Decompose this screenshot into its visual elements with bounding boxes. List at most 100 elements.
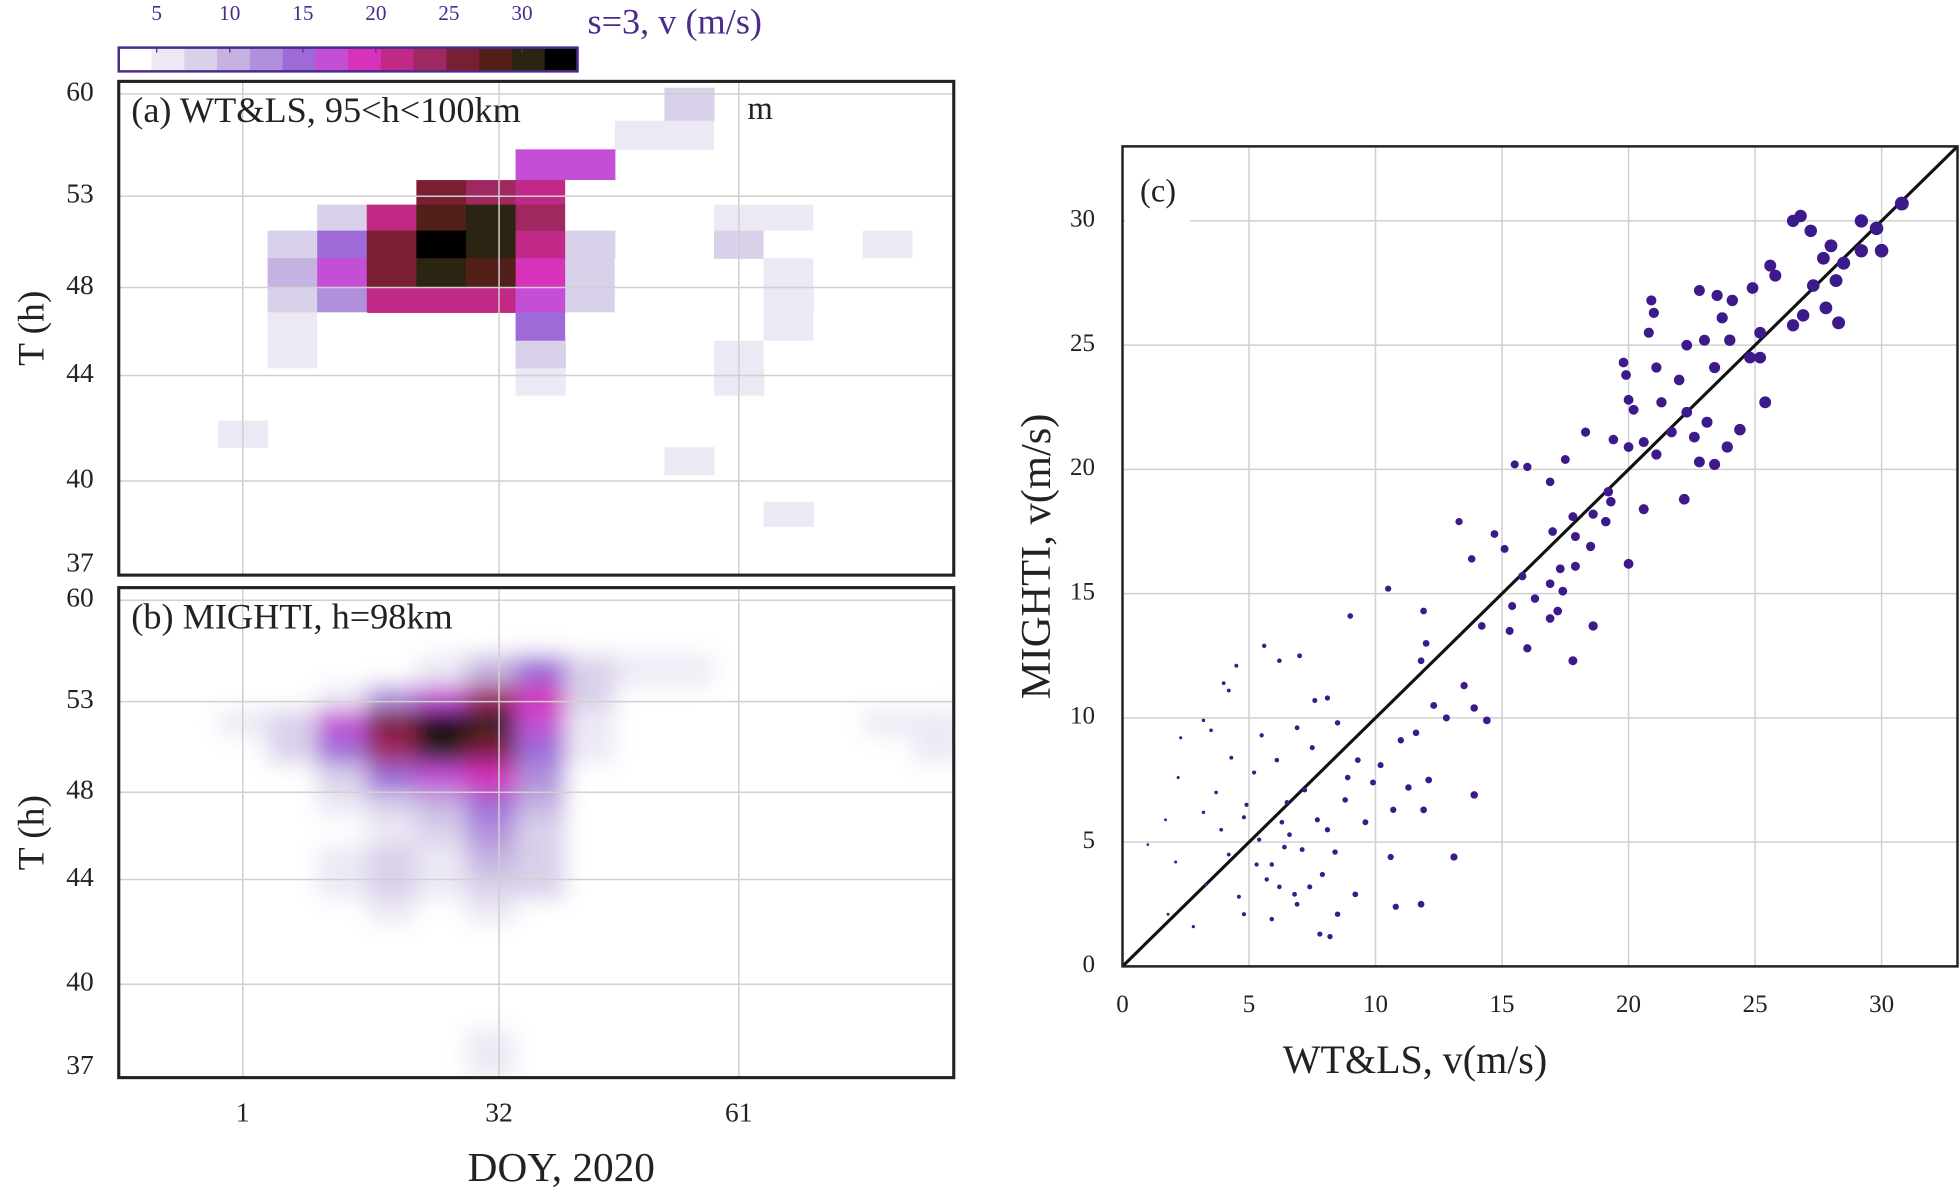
point bbox=[1724, 334, 1736, 346]
point bbox=[1430, 702, 1438, 709]
heat-cell bbox=[416, 763, 467, 793]
heat-cell bbox=[515, 204, 566, 232]
point bbox=[1588, 621, 1598, 631]
heat-cell bbox=[664, 120, 715, 150]
heat-cell bbox=[366, 1004, 417, 1030]
heatmap-cells bbox=[168, 626, 954, 1078]
heat-cell bbox=[416, 978, 467, 1006]
heat-cell bbox=[465, 844, 517, 874]
heat-cell bbox=[317, 204, 368, 232]
heat-cell bbox=[366, 204, 417, 232]
heat-cell bbox=[515, 978, 566, 1006]
point bbox=[1523, 462, 1532, 472]
point bbox=[1698, 334, 1710, 346]
point bbox=[1601, 516, 1611, 527]
point bbox=[1568, 512, 1578, 522]
colorbar-tick-label: 10 bbox=[219, 1, 240, 25]
point bbox=[1500, 544, 1509, 553]
point bbox=[1806, 279, 1820, 292]
label-box bbox=[1125, 148, 1190, 227]
point bbox=[1319, 871, 1326, 878]
colorbar-swatch bbox=[118, 47, 153, 72]
heat-cell bbox=[515, 950, 566, 980]
heat-cell bbox=[515, 735, 566, 764]
heat-cell bbox=[614, 340, 666, 369]
x-tick-label: 10 bbox=[1363, 991, 1388, 1018]
point bbox=[1334, 720, 1341, 726]
heat-cell bbox=[664, 287, 715, 313]
heat-cell bbox=[416, 792, 467, 818]
point bbox=[1711, 289, 1723, 302]
colorbar-swatch bbox=[249, 47, 284, 72]
point bbox=[1390, 806, 1397, 813]
heat-cell bbox=[366, 709, 417, 737]
y-tick-label: 20 bbox=[1070, 454, 1095, 481]
heat-cell bbox=[118, 204, 169, 232]
heat-cell bbox=[317, 655, 368, 687]
y-tick-label: 53 bbox=[66, 178, 94, 209]
heat-cell bbox=[267, 978, 318, 1006]
point bbox=[1201, 810, 1206, 815]
point bbox=[1387, 853, 1394, 861]
point bbox=[1623, 394, 1634, 405]
heat-cell bbox=[912, 763, 954, 793]
heat-cell bbox=[366, 258, 417, 289]
point bbox=[1621, 370, 1631, 380]
point bbox=[1701, 416, 1713, 428]
heat-cell bbox=[763, 287, 814, 313]
point bbox=[1786, 319, 1800, 332]
point bbox=[1759, 396, 1772, 409]
x-tick-label: 5 bbox=[1243, 991, 1256, 1018]
point bbox=[1324, 827, 1331, 833]
y-tick-label: 44 bbox=[66, 861, 94, 892]
heat-cell bbox=[267, 816, 318, 846]
y-tick-label: 25 bbox=[1070, 330, 1095, 357]
heat-cell bbox=[465, 204, 517, 232]
point bbox=[1279, 819, 1285, 825]
colorbar-swatch bbox=[479, 47, 513, 72]
heat-cell bbox=[515, 312, 566, 342]
colorbar-tick-label: 25 bbox=[438, 1, 459, 25]
heat-cell bbox=[267, 655, 318, 687]
x-tick-label: 61 bbox=[725, 1096, 753, 1127]
colorbar-tick-label: 30 bbox=[511, 1, 532, 25]
point bbox=[1277, 884, 1282, 890]
panel-title: (a) WT&LS, 95<h<100km bbox=[131, 90, 521, 130]
heat-cell bbox=[565, 149, 616, 181]
point bbox=[1226, 852, 1231, 857]
plot-frame bbox=[1121, 145, 1959, 968]
heatmap-body bbox=[118, 87, 954, 553]
heat-cell bbox=[317, 872, 368, 900]
point bbox=[1282, 844, 1287, 850]
point bbox=[1560, 455, 1570, 464]
heat-cell bbox=[366, 763, 417, 793]
point bbox=[1312, 697, 1318, 704]
y-tick-label: 37 bbox=[66, 546, 94, 577]
colorbar-swatch bbox=[544, 47, 579, 72]
point bbox=[1299, 847, 1305, 853]
heat-cell bbox=[465, 655, 517, 687]
point bbox=[1241, 912, 1246, 917]
heat-cell bbox=[614, 287, 666, 313]
point bbox=[1796, 309, 1810, 322]
heat-cell bbox=[614, 120, 666, 150]
x-tick-label: 1 bbox=[236, 1096, 250, 1127]
colorbar-swatch bbox=[315, 47, 349, 72]
heat-cell bbox=[763, 180, 814, 206]
point bbox=[1226, 688, 1231, 693]
point bbox=[1819, 301, 1833, 315]
point bbox=[1646, 295, 1657, 306]
point bbox=[1721, 441, 1733, 453]
heat-cell bbox=[515, 180, 566, 206]
point bbox=[1726, 294, 1738, 307]
heat-cell bbox=[614, 501, 666, 527]
heat-cell bbox=[267, 340, 318, 369]
heat-cell bbox=[416, 685, 467, 711]
heat-cell bbox=[912, 87, 954, 122]
heat-cell bbox=[515, 340, 566, 369]
point bbox=[1405, 784, 1412, 791]
heat-cell bbox=[912, 709, 954, 737]
point bbox=[1251, 770, 1257, 775]
plot-frame bbox=[117, 79, 956, 577]
heat-cell bbox=[416, 844, 467, 874]
